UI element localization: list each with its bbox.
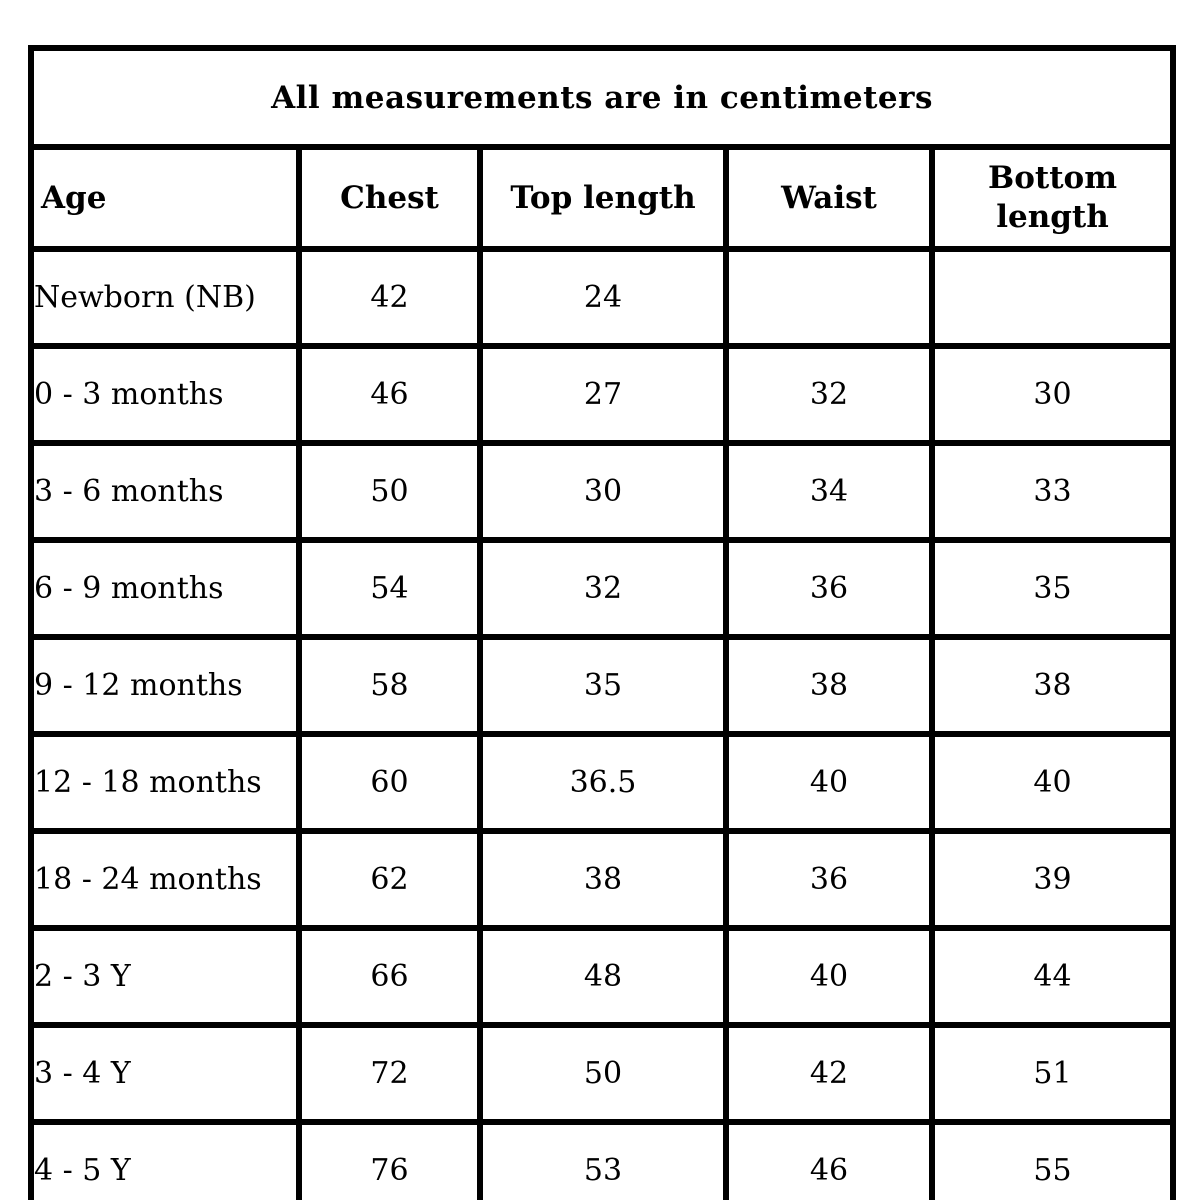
waist-cell: 32 [723,343,935,446]
waist-cell [723,246,935,349]
chest-cell: 58 [296,634,483,737]
chest-cell: 50 [296,440,483,543]
table-row: 12 - 18 months 60 36.5 40 40 [28,731,1176,834]
bottom-length-cell: 38 [929,634,1176,737]
size-chart-table: All measurements are in centimeters Age … [28,45,1176,1200]
age-cell: 4 - 5 Y [28,1119,302,1200]
bottom-length-cell: 51 [929,1022,1176,1125]
table-row: 0 - 3 months 46 27 32 30 [28,343,1176,446]
table-row: 2 - 3 Y 66 48 40 44 [28,925,1176,1028]
age-cell: 2 - 3 Y [28,925,302,1028]
table-row: 18 - 24 months 62 38 36 39 [28,828,1176,931]
chest-cell: 66 [296,925,483,1028]
chest-cell: 54 [296,537,483,640]
chest-cell: 46 [296,343,483,446]
top-length-cell: 36.5 [477,731,729,834]
waist-cell: 36 [723,828,935,931]
table-row: 9 - 12 months 58 35 38 38 [28,634,1176,737]
column-header-bottom-length-label: Bottom length [988,160,1117,235]
table-header-row: Age Chest Top length Waist Bottom length [28,144,1176,252]
waist-cell: 46 [723,1119,935,1200]
age-cell: Newborn (NB) [28,246,302,349]
top-length-cell: 53 [477,1119,729,1200]
bottom-length-cell: 30 [929,343,1176,446]
top-length-cell: 38 [477,828,729,931]
bottom-length-cell: 55 [929,1119,1176,1200]
age-cell: 3 - 6 months [28,440,302,543]
waist-cell: 40 [723,731,935,834]
column-header-chest: Chest [296,144,483,252]
age-cell: 12 - 18 months [28,731,302,834]
top-length-cell: 48 [477,925,729,1028]
waist-cell: 34 [723,440,935,543]
column-header-top-length: Top length [477,144,729,252]
table-row: Newborn (NB) 42 24 [28,246,1176,349]
table-row: 3 - 4 Y 72 50 42 51 [28,1022,1176,1125]
age-cell: 6 - 9 months [28,537,302,640]
chest-cell: 42 [296,246,483,349]
waist-cell: 40 [723,925,935,1028]
age-cell: 9 - 12 months [28,634,302,737]
top-length-cell: 32 [477,537,729,640]
chest-cell: 60 [296,731,483,834]
waist-cell: 38 [723,634,935,737]
bottom-length-cell: 40 [929,731,1176,834]
bottom-length-cell: 35 [929,537,1176,640]
top-length-cell: 30 [477,440,729,543]
top-length-cell: 50 [477,1022,729,1125]
table-row: 6 - 9 months 54 32 36 35 [28,537,1176,640]
waist-cell: 42 [723,1022,935,1125]
chest-cell: 62 [296,828,483,931]
age-cell: 18 - 24 months [28,828,302,931]
table-title: All measurements are in centimeters [28,45,1176,150]
top-length-cell: 27 [477,343,729,446]
top-length-cell: 35 [477,634,729,737]
top-length-cell: 24 [477,246,729,349]
column-header-age: Age [28,144,302,252]
age-cell: 3 - 4 Y [28,1022,302,1125]
chest-cell: 76 [296,1119,483,1200]
table-row: 4 - 5 Y 76 53 46 55 [28,1119,1176,1200]
table-title-row: All measurements are in centimeters [28,45,1176,150]
waist-cell: 36 [723,537,935,640]
bottom-length-cell [929,246,1176,349]
bottom-length-cell: 33 [929,440,1176,543]
column-header-bottom-length: Bottom length [929,144,1176,252]
age-cell: 0 - 3 months [28,343,302,446]
table-row: 3 - 6 months 50 30 34 33 [28,440,1176,543]
bottom-length-cell: 44 [929,925,1176,1028]
chest-cell: 72 [296,1022,483,1125]
column-header-waist: Waist [723,144,935,252]
bottom-length-cell: 39 [929,828,1176,931]
